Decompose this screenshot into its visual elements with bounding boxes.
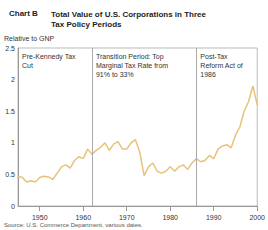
svg-text:1950: 1950 (32, 214, 48, 221)
svg-text:Chart B: Chart B (9, 9, 38, 18)
svg-text:1980: 1980 (162, 214, 178, 221)
svg-text:Source: U.S. Commerce Departme: Source: U.S. Commerce Department, variou… (4, 222, 143, 228)
svg-text:Transition Period: Top: Transition Period: Top (96, 53, 166, 61)
svg-text:Tax Policy Periods: Tax Policy Periods (51, 20, 122, 29)
svg-text:2.5: 2.5 (5, 45, 15, 52)
svg-text:91% to 33%: 91% to 33% (96, 71, 134, 78)
svg-text:Reform Act of: Reform Act of (200, 62, 244, 69)
svg-text:Total Value of U.S. Corporatio: Total Value of U.S. Corporations in Thre… (51, 10, 208, 19)
svg-text:Post-Tax: Post-Tax (200, 53, 229, 60)
svg-text:1: 1 (11, 139, 15, 146)
svg-text:2000: 2000 (249, 214, 265, 221)
svg-text:0.5: 0.5 (5, 171, 15, 178)
svg-text:0: 0 (11, 203, 15, 210)
svg-text:1986: 1986 (200, 71, 216, 78)
svg-text:Marginal Tax Rate from: Marginal Tax Rate from (96, 62, 170, 70)
svg-text:1990: 1990 (206, 214, 222, 221)
svg-text:Cut: Cut (22, 62, 33, 69)
svg-text:1960: 1960 (75, 214, 91, 221)
svg-text:Pre-Kennedy Tax: Pre-Kennedy Tax (22, 53, 78, 61)
svg-text:1.5: 1.5 (5, 108, 15, 115)
svg-text:Relative to GNP: Relative to GNP (4, 35, 55, 42)
svg-text:2: 2 (11, 76, 15, 83)
svg-text:1970: 1970 (119, 214, 135, 221)
